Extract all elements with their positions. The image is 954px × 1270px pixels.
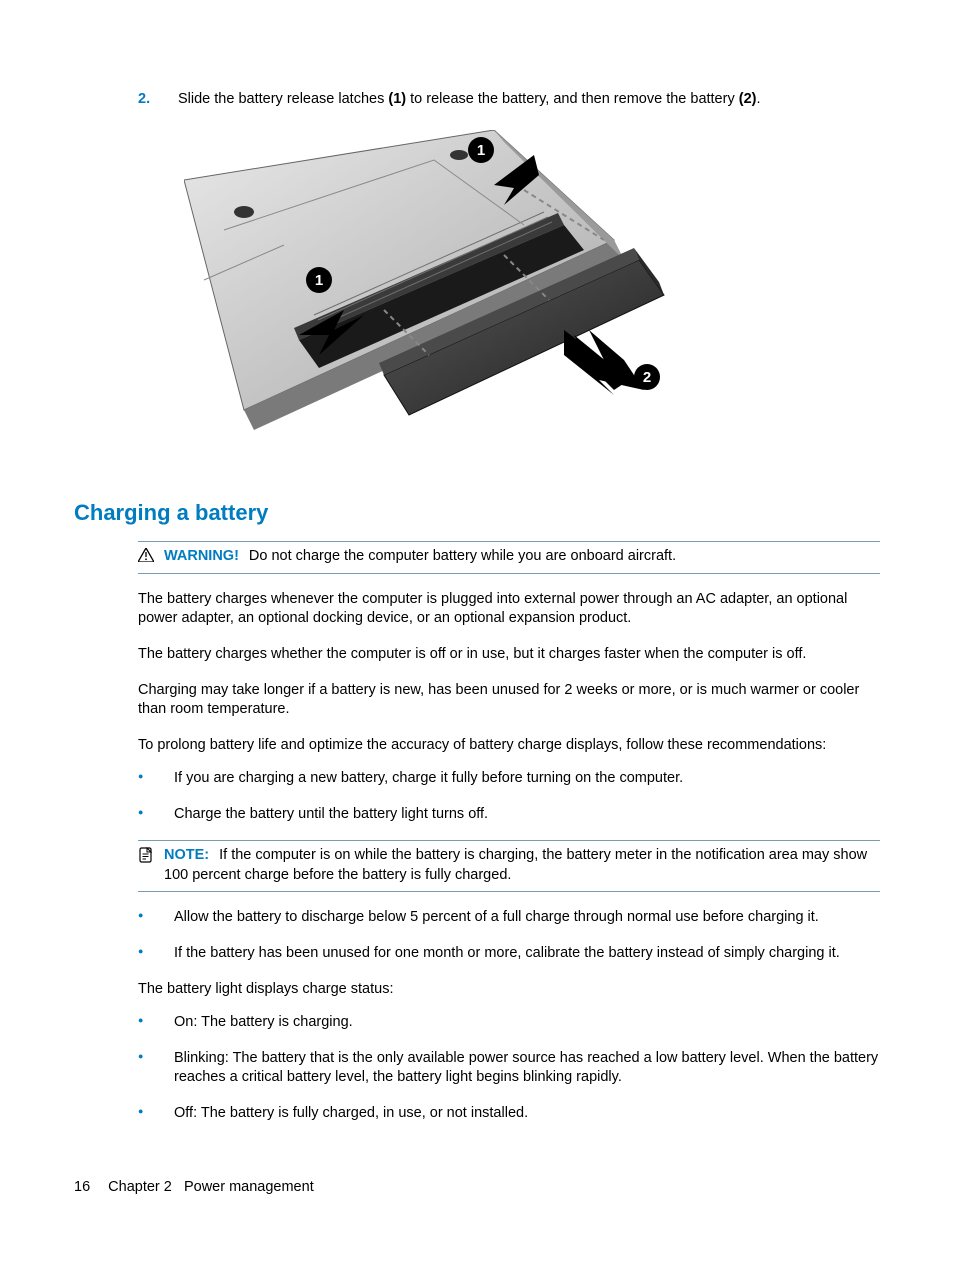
list-item: Charge the battery until the battery lig… bbox=[138, 805, 880, 825]
paragraph: To prolong battery life and optimize the… bbox=[138, 736, 880, 756]
list-item: If the battery has been unused for one m… bbox=[138, 944, 880, 964]
battery-removal-illustration: 1 1 2 bbox=[184, 130, 692, 468]
step-item: 2. Slide the battery release latches (1)… bbox=[138, 90, 880, 110]
callout-label-1a: 1 bbox=[315, 272, 323, 289]
step-text-post: . bbox=[756, 91, 760, 107]
list-item: On: The battery is charging. bbox=[138, 1013, 880, 1033]
list-item: Allow the battery to discharge below 5 p… bbox=[138, 908, 880, 928]
chapter-label: Chapter 2 bbox=[108, 1179, 172, 1195]
recommendations-list: If you are charging a new battery, charg… bbox=[138, 769, 880, 963]
list-item: If you are charging a new battery, charg… bbox=[138, 769, 880, 789]
paragraph: Charging may take longer if a battery is… bbox=[138, 681, 880, 720]
step-text-pre: Slide the battery release latches bbox=[178, 91, 388, 107]
page-footer: 16 Chapter 2 Power management bbox=[74, 1178, 314, 1198]
list-item: Blinking: The battery that is the only a… bbox=[138, 1049, 880, 1088]
note-text: If the computer is on while the battery … bbox=[164, 847, 867, 883]
warning-text: Do not charge the computer battery while… bbox=[249, 548, 676, 564]
list-item: Off: The battery is fully charged, in us… bbox=[138, 1104, 880, 1124]
chapter-title: Power management bbox=[184, 1179, 314, 1195]
note-list-item: NOTE:If the computer is on while the bat… bbox=[138, 840, 880, 892]
warning-label: WARNING! bbox=[164, 548, 239, 564]
note-label: NOTE: bbox=[164, 847, 209, 863]
note-body: NOTE:If the computer is on while the bat… bbox=[164, 846, 880, 885]
step-callout-1: (1) bbox=[388, 91, 406, 107]
warning-body: WARNING! Do not charge the computer batte… bbox=[164, 547, 880, 567]
warning-icon bbox=[138, 547, 156, 567]
step-text-mid: to release the battery, and then remove … bbox=[406, 91, 739, 107]
callout-label-2: 2 bbox=[643, 369, 651, 386]
paragraph: The battery charges whenever the compute… bbox=[138, 590, 880, 629]
step-number: 2. bbox=[138, 90, 178, 110]
section-heading: Charging a battery bbox=[74, 498, 880, 528]
battery-diagram-svg: 1 1 2 bbox=[184, 130, 692, 468]
warning-callout: WARNING! Do not charge the computer batte… bbox=[138, 541, 880, 574]
document-page: 2. Slide the battery release latches (1)… bbox=[0, 0, 954, 1270]
note-icon bbox=[138, 846, 156, 885]
step-callout-2: (2) bbox=[739, 91, 757, 107]
status-list: On: The battery is charging. Blinking: T… bbox=[138, 1013, 880, 1123]
paragraph: The battery charges whether the computer… bbox=[138, 645, 880, 665]
step-text: Slide the battery release latches (1) to… bbox=[178, 90, 880, 110]
paragraph: The battery light displays charge status… bbox=[138, 980, 880, 1000]
page-number: 16 bbox=[74, 1179, 90, 1195]
note-callout: NOTE:If the computer is on while the bat… bbox=[138, 840, 880, 892]
callout-label-1b: 1 bbox=[477, 142, 485, 159]
